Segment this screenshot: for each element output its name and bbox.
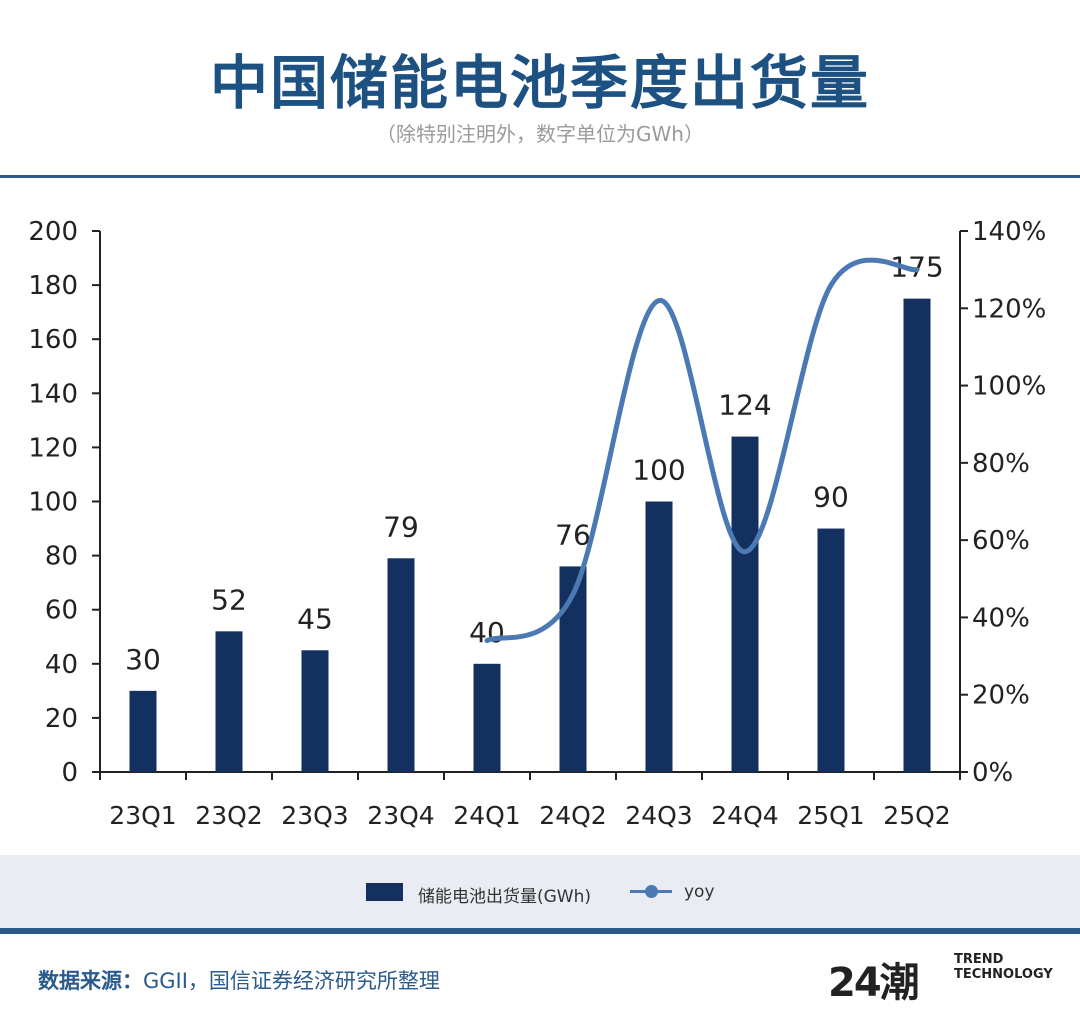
x-tick-label-4: 24Q1 [453, 801, 520, 830]
y-tick-label-8: 160 [28, 325, 78, 355]
y-tick-label-5: 100 [28, 488, 78, 518]
legend: 储能电池出货量(GWh) yoy [0, 855, 1080, 928]
x-tick-label-9: 25Q2 [883, 801, 950, 830]
x-tick-label-8: 25Q1 [797, 801, 864, 830]
logo-text-technology: TECHNOLOGY [954, 967, 1053, 982]
legend-line-label: yoy [684, 882, 715, 902]
chart: 0 20 40 60 80 100 120 140 160 180 200 0% 20% 40% 60% 80… [28, 217, 1046, 830]
y2-tick-label-7: 140% [972, 217, 1046, 247]
top-divider [0, 175, 1080, 178]
y-tick-label-6: 120 [28, 433, 78, 463]
source-text: GGII，国信证券经济研究所整理 [143, 969, 440, 993]
bar-2 [301, 650, 329, 772]
x-tick-label-1: 23Q2 [195, 801, 262, 830]
bar-label-5: 76 [555, 518, 591, 551]
x-tick-label-6: 24Q3 [625, 801, 692, 830]
logo-text-trend: TREND [954, 952, 1004, 967]
bar-label-2: 45 [297, 602, 333, 635]
legend-bar-swatch [366, 883, 403, 901]
legend-line-marker [645, 885, 658, 898]
brand-logo: 24潮 TREND TECHNOLOGY [828, 950, 1053, 1010]
bar-4 [473, 663, 501, 772]
y2-tick-label-3: 60% [972, 526, 1030, 556]
y-tick-label-3: 60 [45, 596, 78, 626]
source-label: 数据来源： [38, 969, 143, 993]
bar-label-3: 79 [383, 510, 419, 543]
bar-label-8: 90 [813, 481, 849, 514]
bar-label-4: 40 [469, 616, 505, 649]
legend-bar-label: 储能电池出货量(GWh) [418, 887, 592, 907]
bar-7 [731, 436, 759, 772]
bar-6 [645, 501, 673, 772]
y-tick-label-1: 20 [45, 704, 78, 734]
source-note: 数据来源：GGII，国信证券经济研究所整理 [38, 965, 440, 995]
y-tick-label-2: 40 [45, 650, 78, 680]
bar-label-7: 124 [718, 389, 771, 422]
bar-label-1: 52 [211, 583, 247, 616]
bar-1 [215, 631, 243, 772]
page-title: 中国储能电池季度出货量 [209, 49, 870, 117]
y-tick-label-4: 80 [45, 542, 78, 572]
y2-tick-label-2: 40% [972, 603, 1030, 633]
x-tick-label-3: 23Q4 [367, 801, 434, 830]
y-tick-label-9: 180 [28, 271, 78, 301]
bar-0 [129, 690, 157, 772]
y2-tick-label-4: 80% [972, 449, 1030, 479]
x-tick-label-2: 23Q3 [281, 801, 348, 830]
logo-mark: 24潮 [828, 960, 920, 1006]
bar-8 [817, 528, 845, 772]
page-subtitle: （除特别注明外，数字单位为GWh） [376, 122, 704, 146]
y-tick-label-10: 200 [28, 217, 78, 247]
x-tick-label-7: 24Q4 [711, 801, 778, 830]
bar-9 [903, 298, 931, 772]
y2-tick-label-6: 120% [972, 294, 1046, 324]
yoy-line [484, 257, 920, 644]
y2-tick-label-0: 0% [972, 758, 1013, 788]
y-tick-label-0: 0 [61, 758, 78, 788]
x-tick-label-5: 24Q2 [539, 801, 606, 830]
y-tick-label-7: 140 [28, 379, 78, 409]
y2-tick-label-1: 20% [972, 681, 1030, 711]
bar-label-6: 100 [632, 454, 685, 487]
x-tick-label-0: 23Q1 [109, 801, 176, 830]
bar-5 [559, 566, 587, 772]
y2-tick-label-5: 100% [972, 372, 1046, 402]
bar-3 [387, 558, 415, 772]
bar-label-0: 30 [125, 643, 161, 676]
bottom-divider [0, 928, 1080, 934]
